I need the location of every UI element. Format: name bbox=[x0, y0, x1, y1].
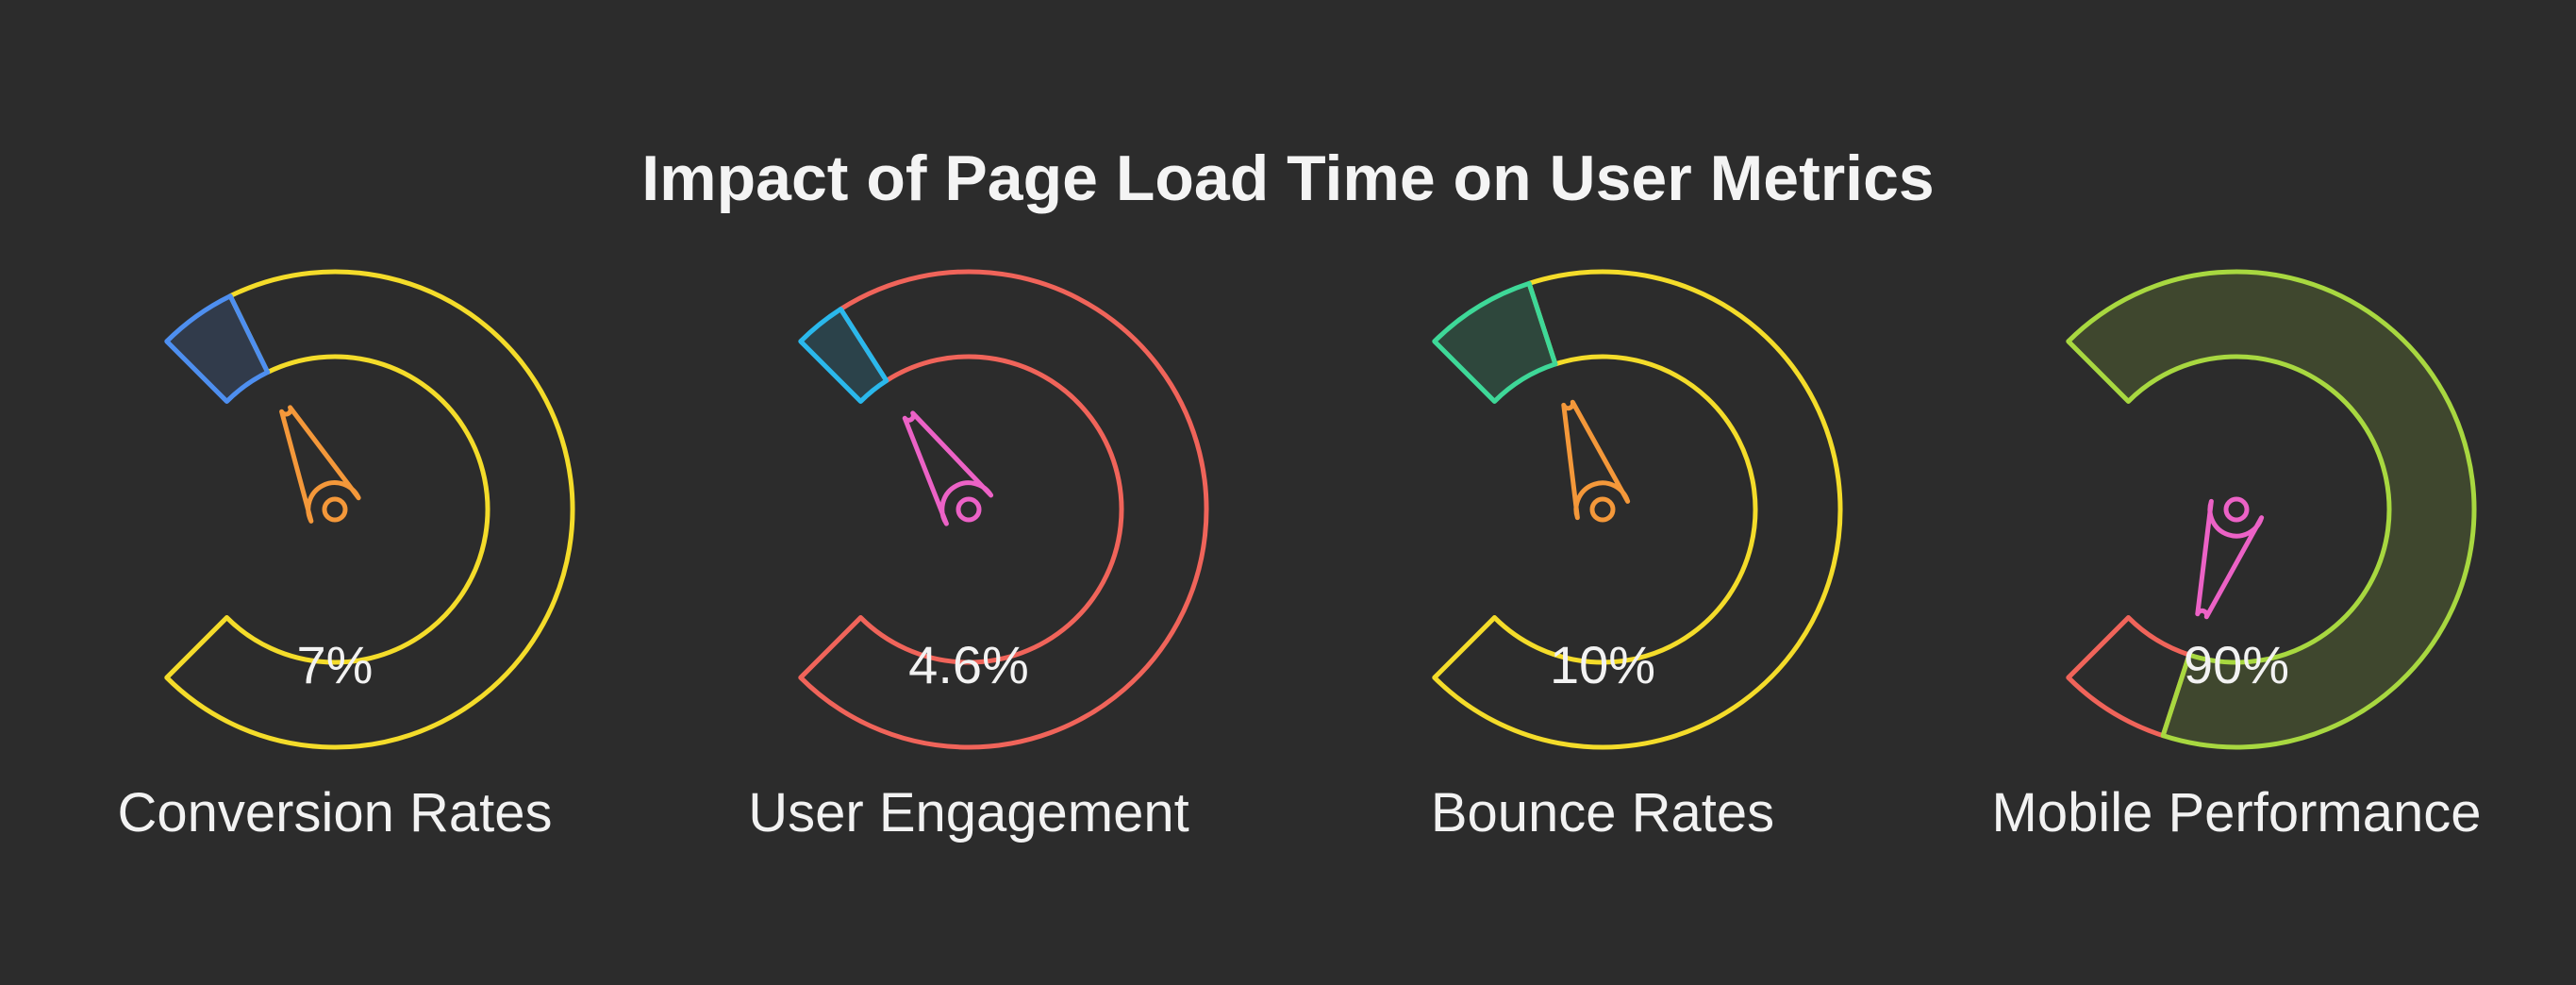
gauge-value-label: 10% bbox=[1549, 635, 1656, 694]
gauge-needle-hub bbox=[322, 496, 348, 523]
gauge-category-label: Conversion Rates bbox=[117, 782, 553, 843]
gauge-needle-hub bbox=[1589, 496, 1616, 523]
chart-title: Impact of Page Load Time on User Metrics bbox=[641, 142, 1935, 214]
gauge-category-label: User Engagement bbox=[748, 782, 1189, 843]
gauge-value-fill bbox=[1432, 280, 1558, 404]
gauge-value-label: 7% bbox=[296, 635, 374, 694]
gauge-value-label: 90% bbox=[2183, 635, 2290, 694]
gauge bbox=[798, 269, 1209, 750]
gauge-category-label: Bounce Rates bbox=[1430, 782, 1775, 843]
gauge-track bbox=[164, 269, 575, 750]
gauge-needle-hub bbox=[956, 496, 982, 523]
gauge-category-label: Mobile Performance bbox=[1991, 782, 2482, 843]
gauge-track bbox=[798, 269, 1209, 750]
gauge-needle bbox=[902, 410, 994, 526]
gauge-needle-hub bbox=[2223, 496, 2250, 523]
gauge-value-label: 4.6% bbox=[908, 635, 1029, 694]
gauge-needle bbox=[1561, 399, 1631, 521]
gauge-needle bbox=[279, 405, 361, 524]
gauge bbox=[2066, 269, 2477, 750]
gauge bbox=[164, 269, 575, 750]
gauge-track bbox=[2066, 615, 2192, 739]
gauge-value-fill bbox=[164, 293, 271, 404]
gauge-needle bbox=[2195, 498, 2265, 620]
gauge-value-fill bbox=[2066, 269, 2477, 750]
gauge-value-fill bbox=[798, 307, 889, 404]
gauge bbox=[1432, 269, 1843, 750]
gauge-track bbox=[1432, 269, 1843, 750]
